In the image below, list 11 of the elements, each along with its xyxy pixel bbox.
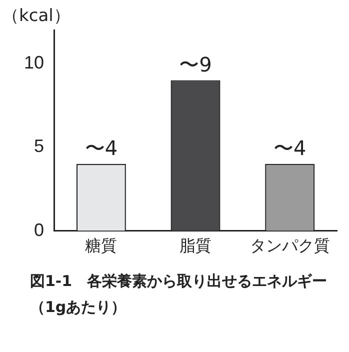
- y-tick-label: 0: [34, 220, 44, 240]
- data-label: 〜4: [273, 136, 306, 160]
- data-label: 〜4: [84, 136, 118, 160]
- text: 図1-1 各栄養素から取り出せるエネルギー（1gあたり）: [30, 271, 328, 318]
- x-tick-label: 脂質: [180, 236, 212, 255]
- x-tick-label: 糖質: [85, 236, 118, 255]
- y-axis-title: （kcal）: [2, 6, 70, 26]
- y-tick-label: 5: [34, 136, 44, 156]
- data-label: 〜9: [179, 52, 212, 76]
- x-tick-label: タンパク質: [250, 236, 330, 255]
- y-tick-label: 10: [24, 52, 44, 72]
